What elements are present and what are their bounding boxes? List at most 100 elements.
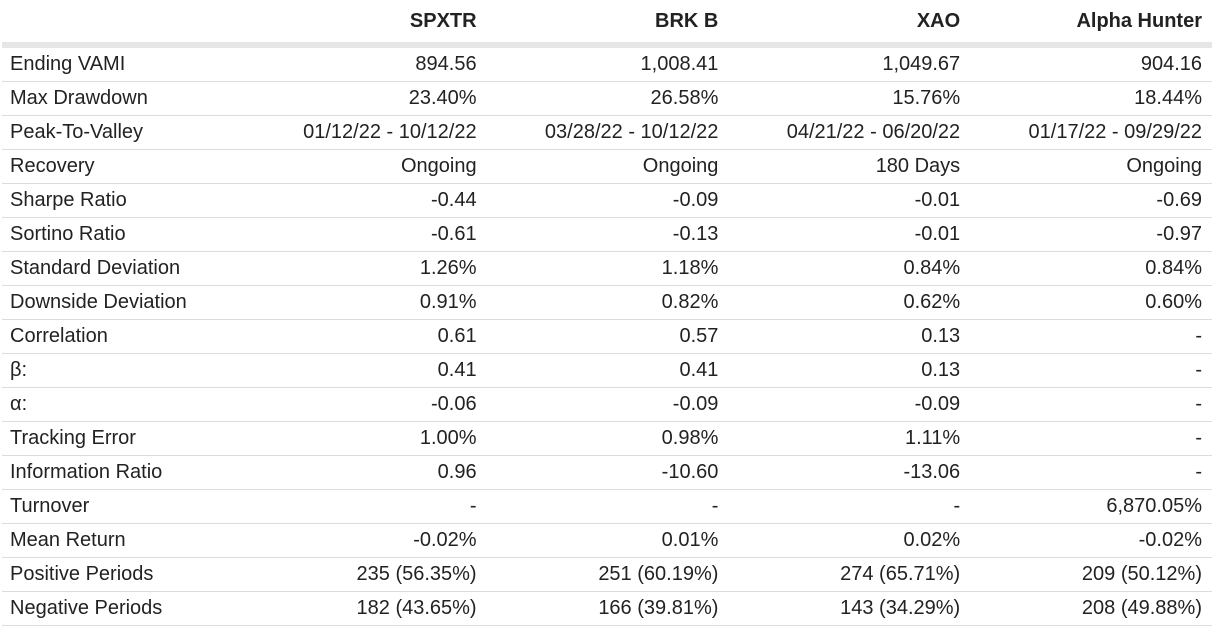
- table-row: Sharpe Ratio -0.44 -0.09 -0.01 -0.69: [2, 183, 1212, 218]
- table-cell: 0.84%: [728, 251, 971, 286]
- header-blank-cell: [2, 0, 245, 48]
- table-cell: 0.96: [244, 455, 487, 490]
- table-cell: 0.60%: [970, 285, 1212, 320]
- table-cell: -0.09: [486, 183, 729, 218]
- table-cell: -0.01: [728, 217, 971, 252]
- row-label: Sortino Ratio: [2, 217, 245, 252]
- table-cell: Ongoing: [486, 149, 729, 184]
- row-label: Turnover: [2, 489, 245, 524]
- row-label: Mean Return: [2, 523, 245, 558]
- table-cell: 1,008.41: [486, 45, 729, 82]
- table-row: Negative Periods 182 (43.65%) 166 (39.81%)…: [2, 591, 1212, 626]
- table-cell: -: [970, 319, 1212, 354]
- table-row: Positive Periods 235 (56.35%) 251 (60.19%)…: [2, 557, 1212, 592]
- table-cell: 0.41: [486, 353, 729, 388]
- table-cell: -0.02%: [970, 523, 1212, 558]
- table-cell: -: [970, 387, 1212, 422]
- table-cell: 18.44%: [970, 81, 1212, 116]
- table-cell: 0.84%: [970, 251, 1212, 286]
- table-cell: 251 (60.19%): [486, 557, 729, 592]
- row-label: Correlation: [2, 319, 245, 354]
- table-cell: 04/21/22 - 06/20/22: [728, 115, 971, 150]
- statistics-table: SPXTR BRK B XAO Alpha Hunter Ending VAMI…: [2, 0, 1212, 626]
- table-cell: 0.91%: [244, 285, 487, 320]
- table-cell: -: [244, 489, 487, 524]
- table-row: Peak-To-Valley 01/12/22 - 10/12/22 03/28/2…: [2, 115, 1212, 150]
- table-cell: 1.11%: [728, 421, 971, 456]
- table-cell: 01/17/22 - 09/29/22: [970, 115, 1212, 150]
- table-cell: 0.61: [244, 319, 487, 354]
- table-cell: Ongoing: [970, 149, 1212, 184]
- table-cell: 0.02%: [728, 523, 971, 558]
- table-cell: -0.09: [486, 387, 729, 422]
- table-row: Turnover - - -6,870.05%: [2, 489, 1212, 524]
- table-cell: 0.41: [244, 353, 487, 388]
- row-label: α:: [2, 387, 245, 422]
- table-cell: 904.16: [970, 45, 1212, 82]
- table-cell: 0.13: [728, 353, 971, 388]
- table-row: Ending VAMI 894.56 1,008.41 1,049.67 904.16: [2, 45, 1212, 82]
- column-header-xao: XAO: [728, 0, 971, 48]
- table-cell: -: [970, 421, 1212, 456]
- column-header-alpha-hunter: Alpha Hunter: [970, 0, 1212, 48]
- row-label: Sharpe Ratio: [2, 183, 245, 218]
- table-cell: -0.06: [244, 387, 487, 422]
- table-row: Tracking Error 1.00% 0.98% 1.11% -: [2, 421, 1212, 456]
- table-cell: 15.76%: [728, 81, 971, 116]
- table-cell: 03/28/22 - 10/12/22: [486, 115, 729, 150]
- row-label: Tracking Error: [2, 421, 245, 456]
- row-label: Standard Deviation: [2, 251, 245, 286]
- table-row: Standard Deviation 1.26% 1.18% 0.84% 0.84%: [2, 251, 1212, 286]
- table-cell: 0.57: [486, 319, 729, 354]
- table-cell: 1.26%: [244, 251, 487, 286]
- table-row: Sortino Ratio -0.61 -0.13 -0.01 -0.97: [2, 217, 1212, 252]
- table-cell: 0.82%: [486, 285, 729, 320]
- table-cell: Ongoing: [244, 149, 487, 184]
- row-label: Positive Periods: [2, 557, 245, 592]
- table-cell: -: [486, 489, 729, 524]
- table-cell: 01/12/22 - 10/12/22: [244, 115, 487, 150]
- table-cell: -0.69: [970, 183, 1212, 218]
- table-cell: 0.13: [728, 319, 971, 354]
- table-cell: -: [728, 489, 971, 524]
- table-cell: 182 (43.65%): [244, 591, 487, 626]
- table-row: α: -0.06 -0.09 -0.09-: [2, 387, 1212, 422]
- table-row: Correlation 0.61 0.57 0.13-: [2, 319, 1212, 354]
- table-cell: -10.60: [486, 455, 729, 490]
- column-header-spxtr: SPXTR: [244, 0, 487, 48]
- row-label: Max Drawdown: [2, 81, 245, 116]
- table-cell: 143 (34.29%): [728, 591, 971, 626]
- table-cell: 0.01%: [486, 523, 729, 558]
- table-row: Information Ratio 0.96 -10.60 -13.06-: [2, 455, 1212, 490]
- table-body: Ending VAMI 894.56 1,008.41 1,049.67 904.16 M…: [2, 45, 1212, 626]
- table-cell: 274 (65.71%): [728, 557, 971, 592]
- table-row: Max Drawdown 23.40% 26.58% 15.76% 18.44%: [2, 81, 1212, 116]
- table-cell: -0.01: [728, 183, 971, 218]
- table-cell: 1.18%: [486, 251, 729, 286]
- column-header-brk-b: BRK B: [486, 0, 729, 48]
- table-row: β: 0.41 0.41 0.13-: [2, 353, 1212, 388]
- row-label: Negative Periods: [2, 591, 245, 626]
- table-row: Downside Deviation 0.91% 0.82% 0.62% 0.60%: [2, 285, 1212, 320]
- table-header: SPXTR BRK B XAO Alpha Hunter: [2, 0, 1212, 48]
- table-cell: 208 (49.88%): [970, 591, 1212, 626]
- table-cell: 894.56: [244, 45, 487, 82]
- table-cell: -0.44: [244, 183, 487, 218]
- table-cell: 23.40%: [244, 81, 487, 116]
- table-cell: -0.97: [970, 217, 1212, 252]
- row-label: β:: [2, 353, 245, 388]
- row-label: Peak-To-Valley: [2, 115, 245, 150]
- table-cell: 180 Days: [728, 149, 971, 184]
- table-cell: -0.13: [486, 217, 729, 252]
- row-label: Recovery: [2, 149, 245, 184]
- table-cell: -0.02%: [244, 523, 487, 558]
- row-label: Ending VAMI: [2, 45, 245, 82]
- table-cell: 0.62%: [728, 285, 971, 320]
- header-row: SPXTR BRK B XAO Alpha Hunter: [2, 0, 1212, 48]
- table-cell: -: [970, 353, 1212, 388]
- table-cell: -0.09: [728, 387, 971, 422]
- table-cell: 166 (39.81%): [486, 591, 729, 626]
- table-cell: -: [970, 455, 1212, 490]
- table-cell: 1,049.67: [728, 45, 971, 82]
- table-cell: -13.06: [728, 455, 971, 490]
